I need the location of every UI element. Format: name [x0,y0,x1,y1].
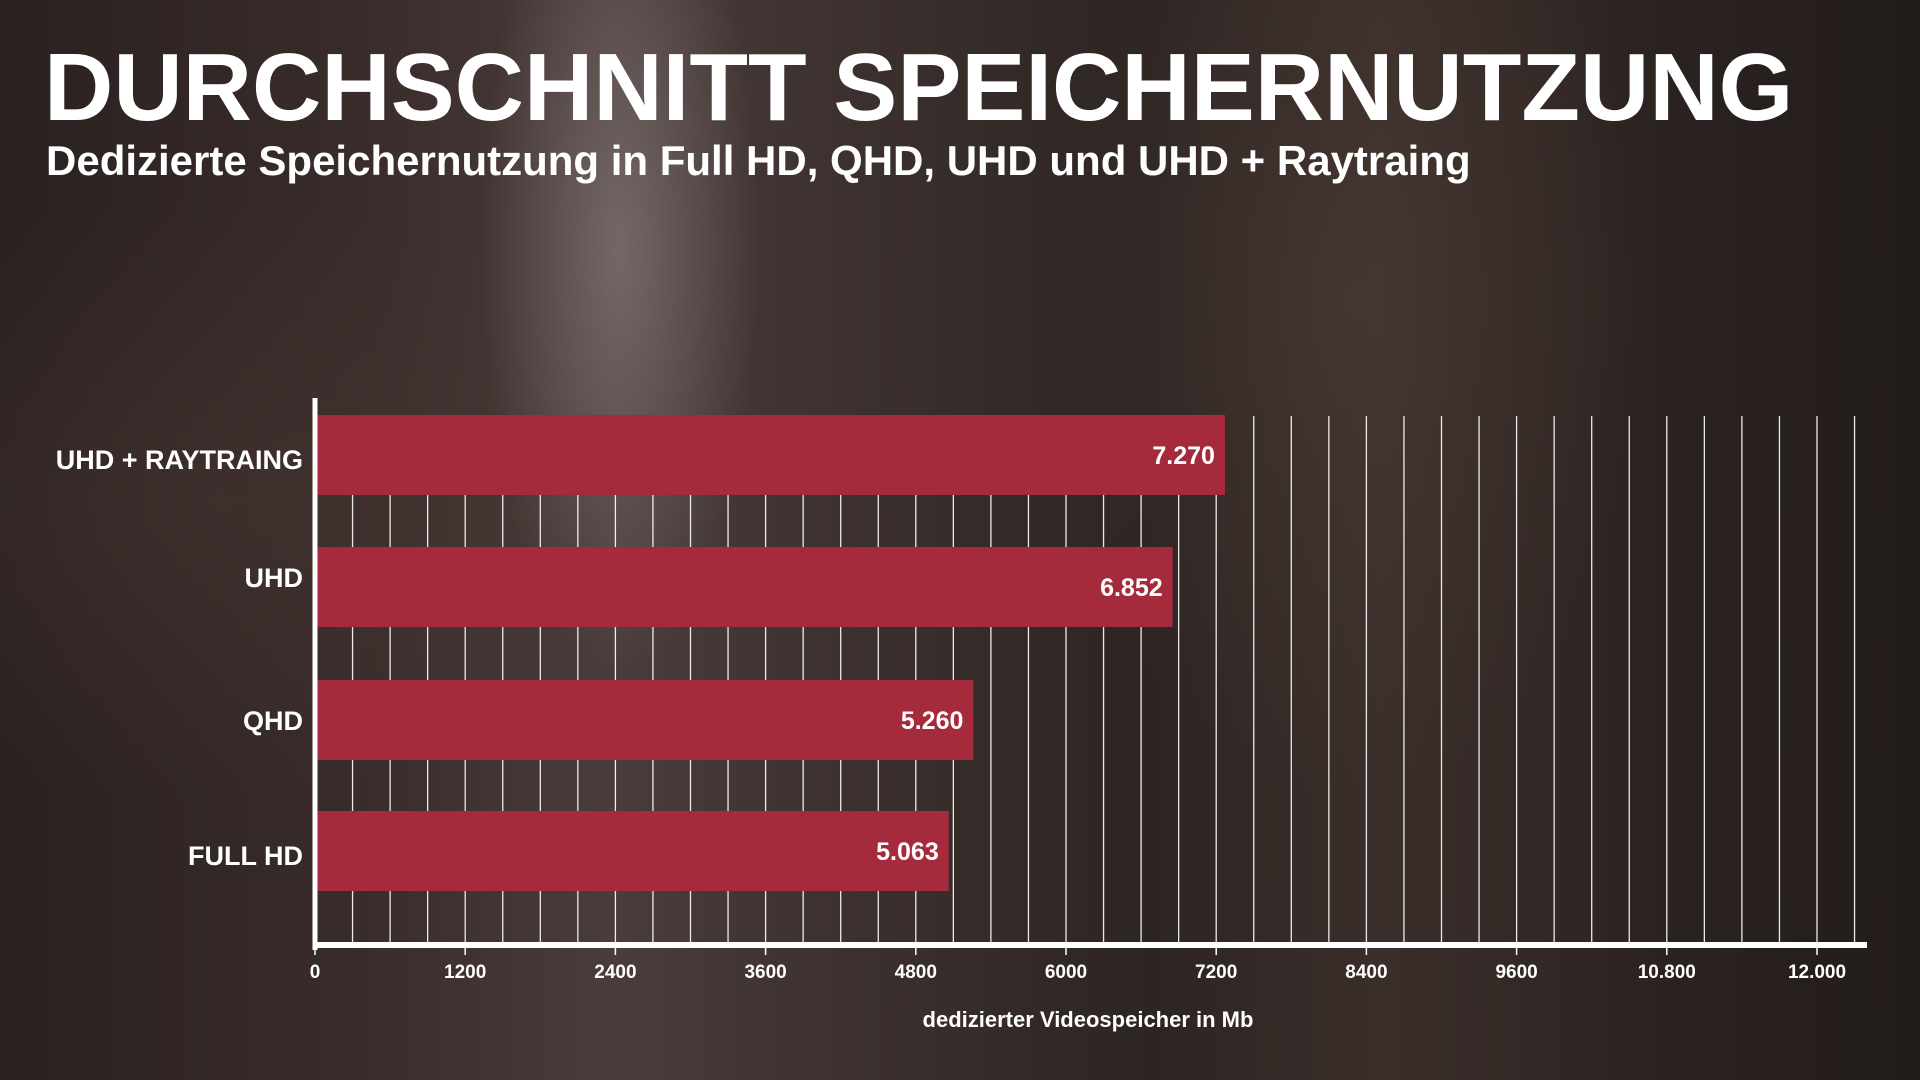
bar-value-label: 6.852 [1100,574,1163,602]
x-tick-label: 7200 [1195,962,1237,983]
x-tick-label: 8400 [1345,962,1387,983]
chart-subtitle: Dedizierte Speichernutzung in Full HD, Q… [46,137,1471,184]
x-tick-label: 3600 [744,962,786,983]
x-axis-label: dedizierter Videospeicher in Mb [923,1007,1254,1032]
x-tick-label: 10.800 [1638,962,1696,983]
bar-value-label: 7.270 [1152,442,1215,470]
category-label: QHD [243,706,303,736]
x-tick-label: 12.000 [1788,962,1846,983]
bar [315,680,974,760]
chart-title: DURCHSCHNITT SPEICHERNUTZUNG [44,34,1794,141]
x-tick-label: 4800 [895,962,937,983]
bar [315,415,1225,495]
bar-value-label: 5.260 [901,707,964,735]
x-tick-label: 9600 [1495,962,1537,983]
bar-value-label: 5.063 [876,838,939,866]
x-tick-label: 2400 [594,962,636,983]
x-tick-label: 1200 [444,962,486,983]
bar [315,547,1173,627]
category-label: UHD + RAYTRAING [56,445,303,475]
bar [315,811,949,891]
category-label: UHD [245,563,304,593]
x-tick-label: 0 [310,962,321,983]
category-label: FULL HD [188,841,303,871]
x-tick-label: 6000 [1045,962,1087,983]
